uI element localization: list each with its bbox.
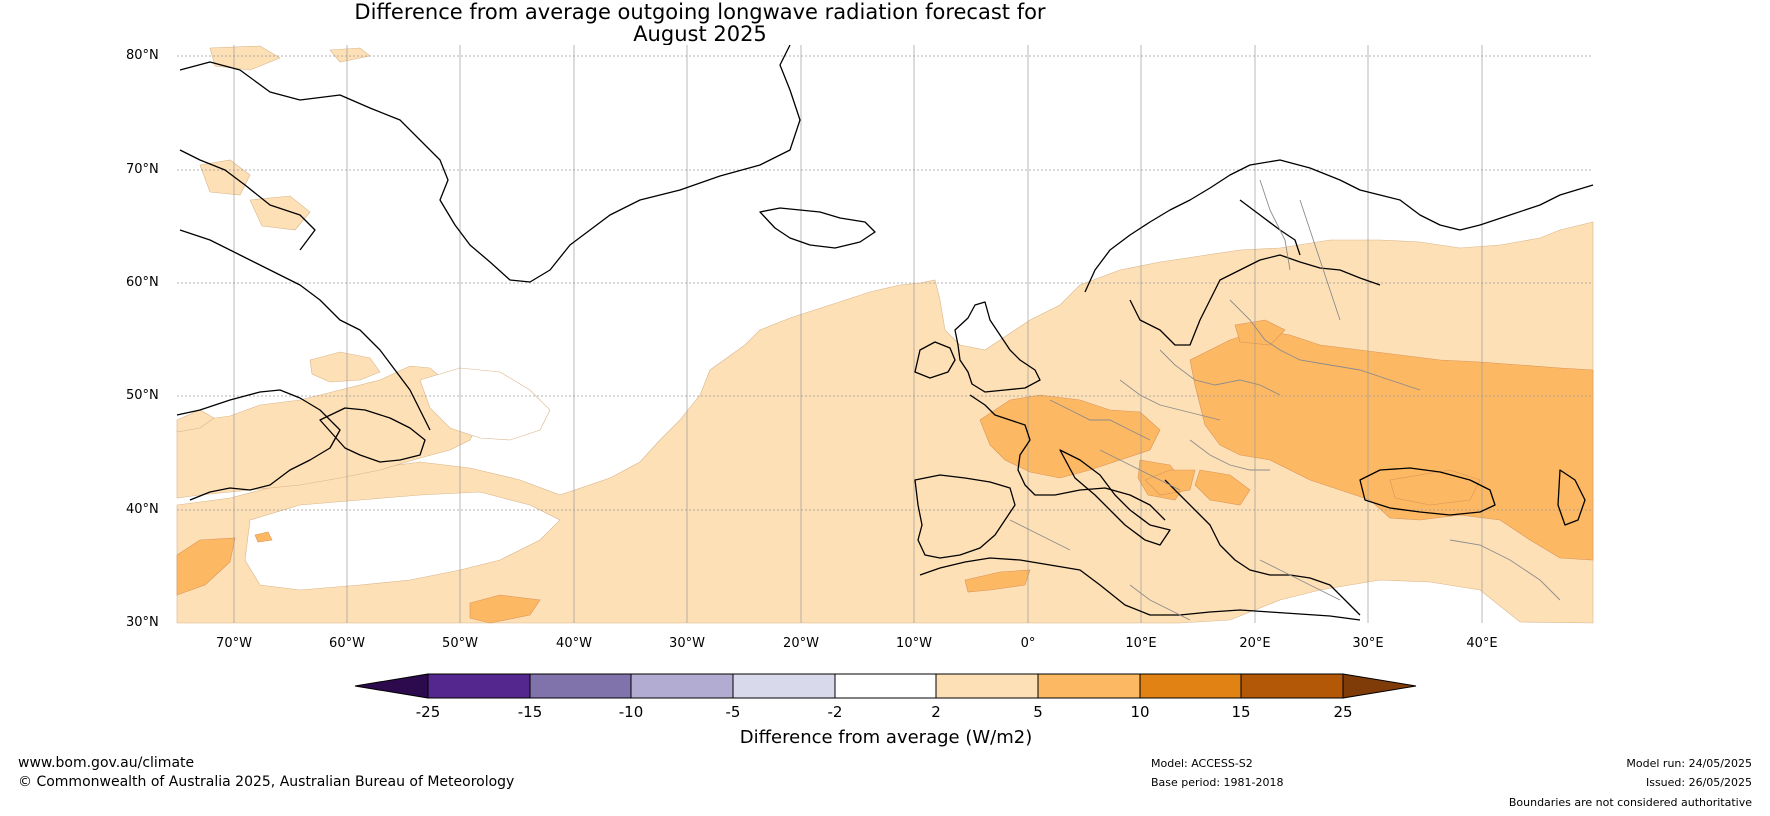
colorbar-swatch [529,673,632,699]
website-link[interactable]: www.bom.gov.au/climate [18,755,195,771]
lon-label: 70°W [216,636,252,651]
colorbar-tick: -2 [827,703,843,721]
graticule [177,45,1593,623]
colorbar-label: Difference from average (W/m2) [739,727,1033,748]
coastlines [176,44,1594,621]
disclaimer-text: Boundaries are not considered authoritat… [1508,796,1752,809]
base-period-text: Base period: 1981-2018 [1151,776,1284,789]
model-text: Model: ACCESS-S2 [1151,757,1253,770]
copyright-text: © Commonwealth of Australia 2025, Austra… [18,774,515,790]
colorbar-swatch [427,673,531,699]
colorbar-extend-high [1342,673,1417,699]
lon-label: 10°E [1125,636,1157,651]
colorbar-tick: 2 [931,703,941,721]
colorbar-extend-low [354,673,429,699]
colorbar-tick: -25 [415,703,441,721]
lon-label: 30°W [669,636,705,651]
colorbar-swatch [630,673,734,699]
lon-label: 60°W [329,636,365,651]
issued-text: Issued: 26/05/2025 [1645,776,1752,789]
colorbar-tick: 15 [1231,703,1251,721]
colorbar-tick: -15 [517,703,543,721]
lon-label: 20°E [1239,636,1271,651]
lon-label: 10°W [896,636,932,651]
map-title-line1: Difference from average outgoing longwav… [354,0,1046,24]
colorbar-tick: -5 [725,703,741,721]
colorbar-swatch [1139,673,1242,699]
colorbar-tick: 25 [1333,703,1353,721]
country-borders [1009,179,1561,621]
colorbar-tick: 5 [1033,703,1043,721]
colorbar [354,673,1417,699]
lon-label: 50°W [442,636,478,651]
colorbar-swatch [834,673,937,699]
anomaly-light-orange [176,45,1594,624]
map-title-line2: August 2025 [633,22,767,46]
colorbar-tick: -10 [618,703,644,721]
lon-label: 30°E [1352,636,1384,651]
lon-label: 40°E [1466,636,1498,651]
lon-label: 20°W [783,636,819,651]
lon-label: 0° [1020,636,1036,651]
lat-label: 30°N [126,615,159,630]
colorbar-swatch [732,673,836,699]
lat-label: 70°N [126,162,159,177]
colorbar-swatch [1037,673,1141,699]
colorbar-swatch [1240,673,1344,699]
lat-label: 40°N [126,502,159,517]
lat-label: 80°N [126,48,159,63]
lat-label: 50°N [126,388,159,403]
lon-label: 40°W [556,636,592,651]
colorbar-swatch [935,673,1039,699]
anomaly-orange [176,319,1594,624]
lat-label: 60°N [126,275,159,290]
colorbar-tick: 10 [1130,703,1150,721]
model-run-text: Model run: 24/05/2025 [1626,757,1752,770]
